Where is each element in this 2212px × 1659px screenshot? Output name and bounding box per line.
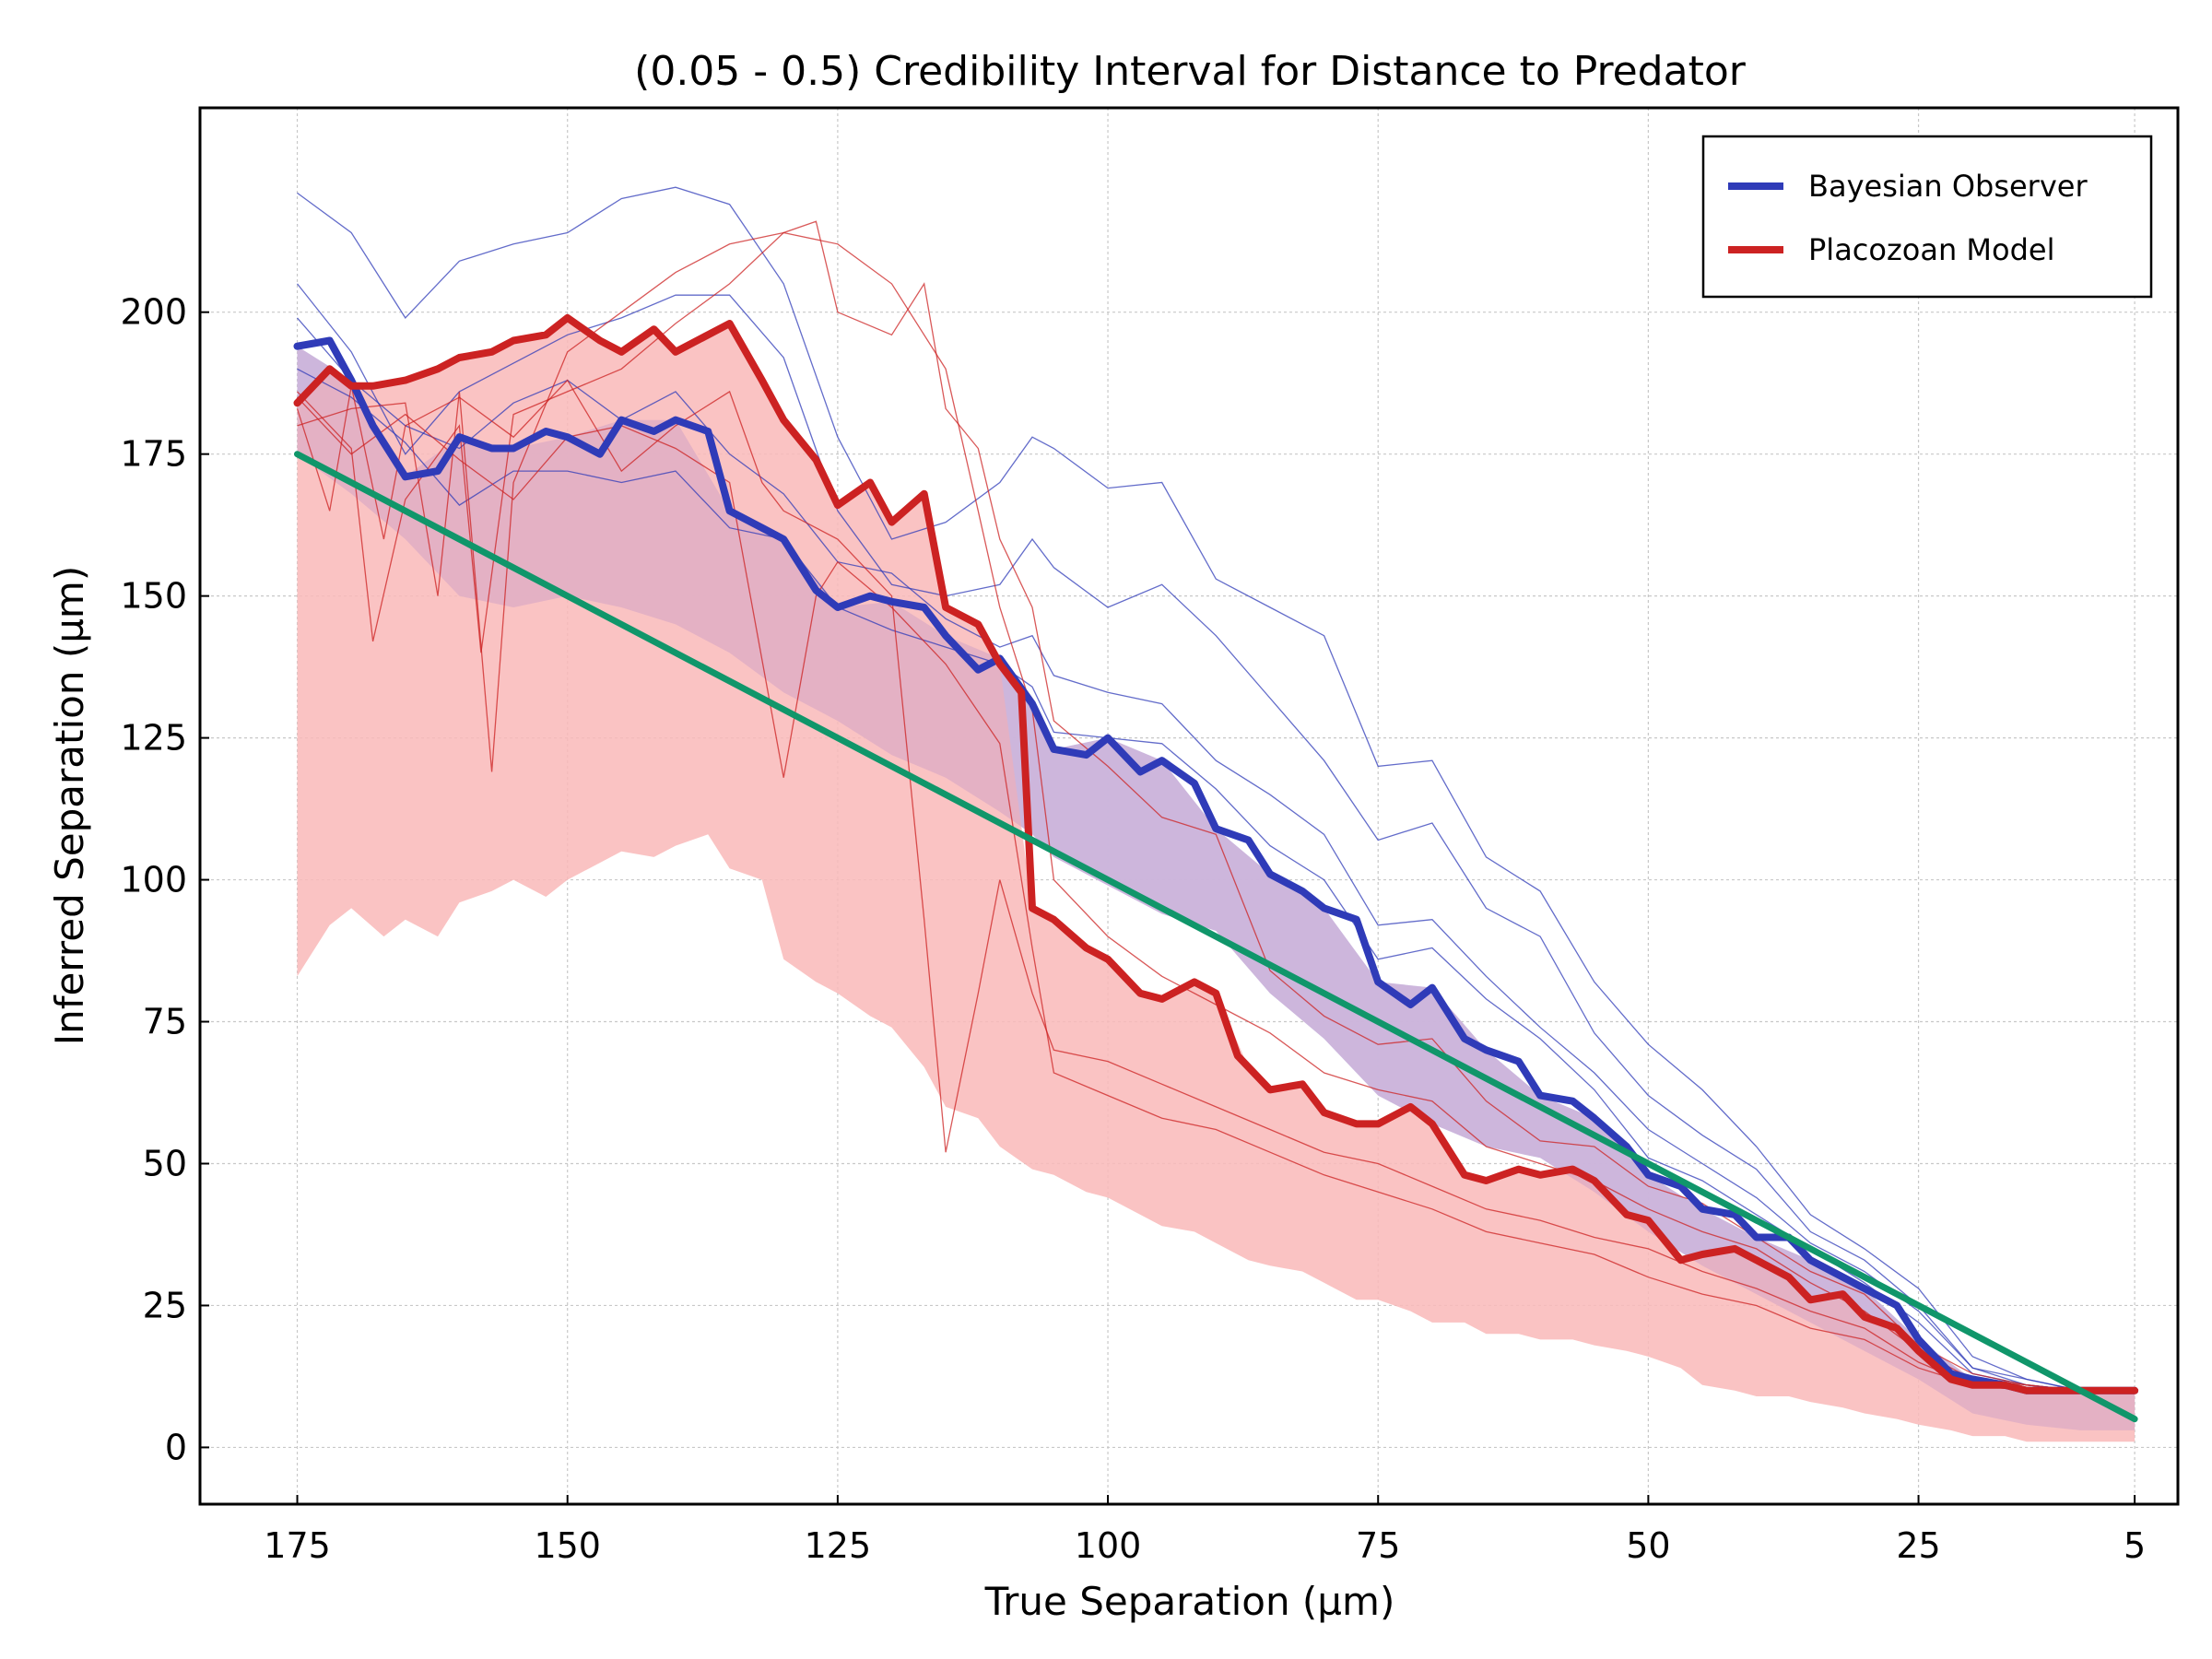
x-tick-label: 75 (1356, 1525, 1400, 1566)
y-tick-label: 0 (165, 1427, 187, 1467)
plot-frame (198, 106, 2180, 1506)
x-axis-title: True Separation (µm) (984, 1579, 1395, 1624)
y-tick-label: 150 (120, 576, 187, 617)
x-tick-label: 100 (1075, 1525, 1142, 1566)
y-tick-label: 175 (120, 434, 187, 475)
y-tick-label: 75 (143, 1002, 187, 1042)
legend-label-bayesian: Bayesian Observer (1808, 169, 2088, 204)
credibility-band-overlap (297, 346, 2136, 1430)
y-tick-label: 50 (143, 1143, 187, 1183)
chart-title: (0.05 - 0.5) Credibility Interval for Di… (634, 48, 1747, 95)
plot-area (200, 108, 2178, 1504)
x-tick-label: 5 (2124, 1525, 2146, 1566)
legend-label-placozoan: Placozoan Model (1808, 232, 2054, 267)
y-tick-label: 200 (120, 292, 187, 333)
y-tick-label: 125 (120, 718, 187, 759)
legend-box (1701, 135, 2153, 299)
legend: Bayesian Observer Placozoan Model (1701, 135, 2153, 299)
series-line-truth (294, 451, 2138, 1423)
axis-ticks: 175 150 125 100 75 50 25 5025507510012515017520… (120, 292, 2146, 1566)
trace-bayesian (297, 317, 2136, 1392)
x-tick-label: 25 (1896, 1525, 1940, 1566)
y-axis-title: Inferred Separation (µm) (47, 566, 92, 1045)
series-line-bayesian (293, 336, 2139, 1394)
trace-bayesian (296, 283, 2136, 1392)
series-line-placozoan (293, 313, 2139, 1394)
x-tick-label: 150 (534, 1525, 601, 1566)
y-tick-label: 25 (143, 1285, 187, 1325)
trace-placozoan (296, 379, 2136, 1392)
y-tick-label: 100 (120, 860, 187, 900)
x-tick-label: 50 (1626, 1525, 1670, 1566)
x-tick-label: 175 (264, 1525, 331, 1566)
x-tick-label: 125 (805, 1525, 872, 1566)
trace-bayesian (297, 186, 2136, 1392)
